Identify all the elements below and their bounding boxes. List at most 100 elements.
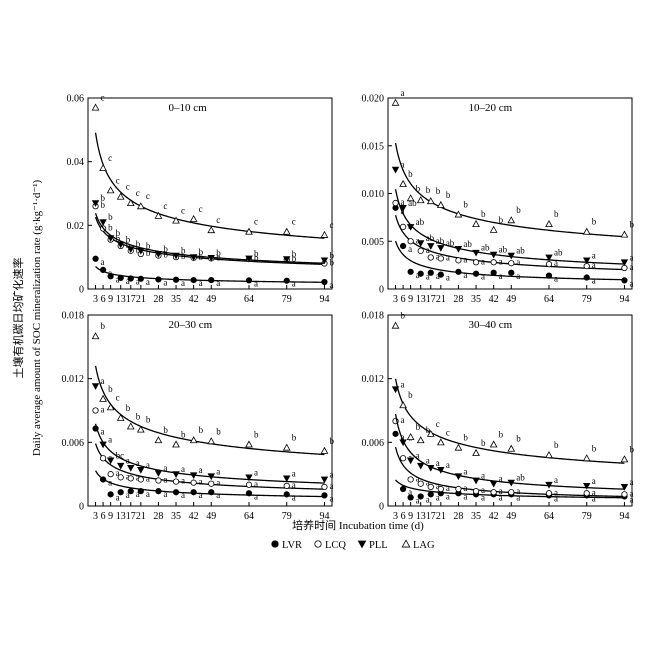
point-lcq — [172, 478, 180, 485]
point-lvr — [427, 491, 434, 498]
significance-letter: a — [254, 278, 258, 288]
point-lcq — [155, 477, 162, 484]
significance-letter: a — [499, 256, 503, 266]
significance-letter: a — [136, 472, 140, 482]
point-lcq — [545, 261, 553, 268]
significance-letter: a — [481, 485, 485, 495]
significance-letter: b — [126, 234, 131, 244]
legend-marker-lag — [401, 539, 411, 548]
significance-letter: b — [554, 209, 559, 219]
point-lag — [507, 216, 516, 224]
significance-letter: a — [108, 477, 112, 487]
significance-letter: a — [463, 466, 467, 476]
point-lcq — [107, 471, 114, 478]
point-pll — [583, 482, 591, 490]
point-lag — [189, 214, 198, 222]
point-pll — [189, 472, 198, 480]
significance-letter: b — [163, 250, 168, 260]
point-pll — [399, 204, 407, 212]
x-tick-label: 21 — [436, 511, 446, 522]
point-pll — [99, 441, 107, 449]
point-lvr — [208, 489, 215, 496]
x-tick-label: 94 — [619, 511, 629, 522]
significance-letter: b — [592, 443, 597, 453]
significance-letter: a — [199, 465, 203, 475]
significance-letter: c — [292, 217, 296, 227]
significance-letter: a — [329, 493, 333, 503]
point-lvr — [399, 242, 407, 250]
significance-letter: a — [446, 273, 450, 283]
point-lag — [391, 98, 400, 106]
point-pll — [545, 481, 553, 489]
significance-letter: a — [292, 480, 296, 490]
point-lcq — [99, 455, 107, 462]
significance-letter: a — [181, 278, 185, 288]
significance-letter: ab — [499, 245, 508, 255]
significance-letter: b — [554, 440, 559, 450]
significance-letter: b — [408, 390, 413, 400]
significance-letter: a — [426, 456, 430, 466]
point-lcq — [208, 480, 215, 487]
significance-letter: a — [101, 405, 105, 415]
point-pll — [172, 471, 180, 478]
significance-letter: a — [629, 278, 633, 288]
y-tick-label: 0.010 — [362, 189, 385, 200]
significance-letter: a — [216, 490, 220, 500]
point-lvr — [190, 276, 197, 284]
significance-letter: a — [481, 471, 485, 481]
point-lcq — [455, 257, 462, 264]
significance-letter: a — [516, 486, 520, 496]
point-lcq — [92, 407, 99, 414]
point-pll — [507, 252, 515, 260]
significance-letter: a — [199, 477, 203, 487]
significance-letter: a — [116, 492, 120, 502]
significance-letter: a — [629, 494, 633, 504]
point-lag — [436, 438, 445, 446]
significance-letter: ab — [426, 233, 435, 243]
significance-letter: a — [426, 494, 430, 504]
point-lcq — [417, 247, 424, 254]
point-lag — [99, 394, 107, 402]
significance-letter: a — [408, 244, 412, 254]
significance-letter: a — [499, 486, 503, 496]
significance-letter: b — [254, 429, 259, 439]
plot-frame — [87, 97, 333, 290]
point-lag — [245, 227, 253, 235]
significance-letter: a — [416, 496, 420, 506]
point-lag — [436, 200, 445, 208]
y-axis-title-cn: 土壤有机碳日均矿化速率 — [11, 258, 25, 379]
significance-letter: a — [254, 479, 258, 489]
y-tick-label: 0 — [379, 502, 384, 513]
point-lag — [189, 436, 198, 444]
significance-letter: a — [163, 475, 167, 485]
significance-letter: a — [463, 491, 467, 501]
y-tick-label: 0.020 — [362, 94, 385, 105]
point-lcq — [455, 485, 462, 493]
point-lvr — [508, 269, 515, 276]
point-pll — [454, 246, 463, 253]
significance-letter: a — [463, 483, 467, 493]
panel-title: 10–20 cm — [469, 102, 513, 114]
significance-letter: b — [426, 425, 431, 435]
x-tick-label: 64 — [244, 511, 254, 522]
y-tick-label: 0.005 — [362, 237, 385, 248]
significance-letter: bc — [116, 450, 125, 460]
point-pll — [91, 200, 100, 207]
significance-letter: a — [592, 276, 596, 286]
x-tick-label: 35 — [171, 511, 181, 522]
y-axis-title-en: Daily average amount of SOC mineralizati… — [31, 180, 43, 457]
panel-title: 0–10 cm — [169, 102, 208, 114]
significance-letter: b — [116, 234, 121, 244]
point-lag — [136, 202, 145, 210]
point-lcq — [245, 481, 253, 488]
panel-title: 20–30 cm — [169, 319, 213, 331]
significance-letter: a — [292, 279, 296, 289]
significance-letter: c — [116, 175, 120, 185]
significance-letter: b — [199, 425, 204, 435]
x-tick-label: 21 — [436, 294, 446, 305]
y-tick-label: 0.012 — [62, 374, 85, 385]
point-lvr — [127, 488, 134, 495]
point-pll — [320, 257, 329, 265]
point-lag — [454, 210, 463, 218]
x-tick-label: 3 — [393, 511, 398, 522]
